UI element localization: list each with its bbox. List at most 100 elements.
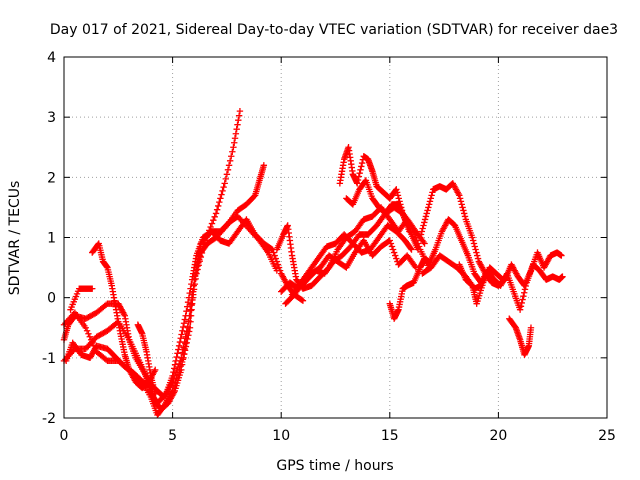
data-point bbox=[559, 273, 566, 280]
data-point bbox=[459, 204, 466, 211]
data-point bbox=[94, 241, 102, 248]
data-point bbox=[456, 192, 463, 199]
data-point bbox=[419, 225, 426, 232]
data-point bbox=[393, 186, 400, 193]
x-tick-label: 20 bbox=[489, 428, 507, 444]
data-point bbox=[458, 201, 465, 208]
y-axis-label: SDTVAR / TECUs bbox=[7, 181, 23, 296]
data-point bbox=[387, 240, 395, 247]
data-point bbox=[220, 183, 227, 191]
data-point bbox=[427, 195, 434, 202]
y-tick-label: 0 bbox=[47, 291, 56, 307]
data-point bbox=[425, 204, 432, 211]
data-point bbox=[235, 112, 243, 119]
data-point bbox=[516, 306, 524, 313]
data-point bbox=[229, 148, 236, 155]
data-point bbox=[472, 246, 479, 253]
data-point bbox=[184, 303, 191, 310]
data-point bbox=[230, 144, 237, 151]
data-point bbox=[231, 135, 239, 142]
data-point bbox=[498, 275, 506, 283]
data-point bbox=[233, 126, 240, 133]
data-point bbox=[456, 195, 464, 202]
data-point bbox=[499, 276, 506, 283]
data-point bbox=[89, 285, 96, 292]
data-point bbox=[182, 343, 190, 350]
data-point bbox=[473, 249, 480, 256]
data-point bbox=[461, 213, 469, 220]
grid bbox=[64, 57, 607, 418]
data-point bbox=[174, 350, 181, 357]
data-point bbox=[424, 207, 431, 214]
data-point bbox=[188, 306, 195, 313]
data-point bbox=[152, 366, 159, 374]
data-point bbox=[231, 139, 238, 146]
data-point bbox=[422, 213, 430, 220]
data-point bbox=[417, 231, 425, 238]
data-point bbox=[390, 249, 398, 256]
data-point bbox=[354, 176, 362, 184]
data-point bbox=[226, 157, 234, 164]
data-point bbox=[275, 264, 283, 271]
data-point bbox=[408, 246, 415, 253]
data-point bbox=[196, 249, 203, 256]
data-point bbox=[217, 195, 224, 202]
x-tick-label: 10 bbox=[272, 428, 290, 444]
data-point bbox=[386, 237, 393, 244]
x-axis-label: GPS time / hours bbox=[276, 458, 393, 474]
data-point bbox=[520, 289, 528, 296]
x-tick-label: 0 bbox=[60, 428, 69, 444]
series-arc-3 bbox=[62, 107, 244, 401]
data-point bbox=[178, 331, 185, 338]
series-arc-11 bbox=[288, 222, 415, 298]
data-point bbox=[194, 258, 201, 265]
series-arc-7 bbox=[134, 321, 159, 398]
data-point bbox=[460, 207, 467, 214]
data-point bbox=[520, 292, 527, 300]
data-point bbox=[221, 180, 228, 187]
data-point bbox=[191, 276, 198, 283]
data-point bbox=[428, 192, 435, 199]
data-point bbox=[272, 255, 279, 262]
data-point bbox=[426, 198, 434, 205]
data-point bbox=[208, 220, 216, 227]
data-point bbox=[212, 210, 220, 217]
data-point bbox=[234, 121, 241, 128]
data-point bbox=[188, 300, 196, 307]
data-point bbox=[392, 252, 399, 259]
data-point bbox=[169, 387, 176, 395]
data-points bbox=[60, 107, 566, 419]
data-point bbox=[469, 237, 477, 244]
series-arc-13 bbox=[343, 177, 422, 253]
data-point bbox=[176, 367, 183, 374]
data-point bbox=[83, 327, 91, 334]
data-point bbox=[183, 339, 190, 346]
data-point bbox=[418, 228, 426, 235]
data-point bbox=[421, 240, 428, 247]
data-point bbox=[224, 166, 232, 174]
data-point bbox=[395, 195, 402, 202]
data-point bbox=[298, 296, 306, 304]
data-point bbox=[356, 169, 363, 177]
data-point bbox=[175, 346, 182, 353]
data-point bbox=[354, 180, 361, 187]
x-tick-label: 5 bbox=[168, 428, 177, 444]
data-point bbox=[421, 216, 429, 223]
data-point bbox=[469, 234, 476, 241]
series-arc-5 bbox=[67, 285, 96, 313]
data-point bbox=[517, 303, 525, 310]
data-point bbox=[474, 255, 482, 262]
data-point bbox=[299, 297, 307, 304]
data-point bbox=[407, 245, 414, 252]
data-point bbox=[175, 342, 183, 349]
data-point bbox=[173, 375, 180, 382]
data-point bbox=[357, 166, 364, 174]
data-point bbox=[179, 327, 186, 334]
data-point bbox=[180, 320, 188, 327]
data-point bbox=[174, 371, 182, 378]
y-tick-label: 4 bbox=[47, 50, 56, 66]
x-tick-label: 25 bbox=[598, 428, 616, 444]
data-point bbox=[215, 202, 222, 210]
data-point bbox=[193, 262, 200, 270]
series-arc-19 bbox=[506, 315, 535, 359]
